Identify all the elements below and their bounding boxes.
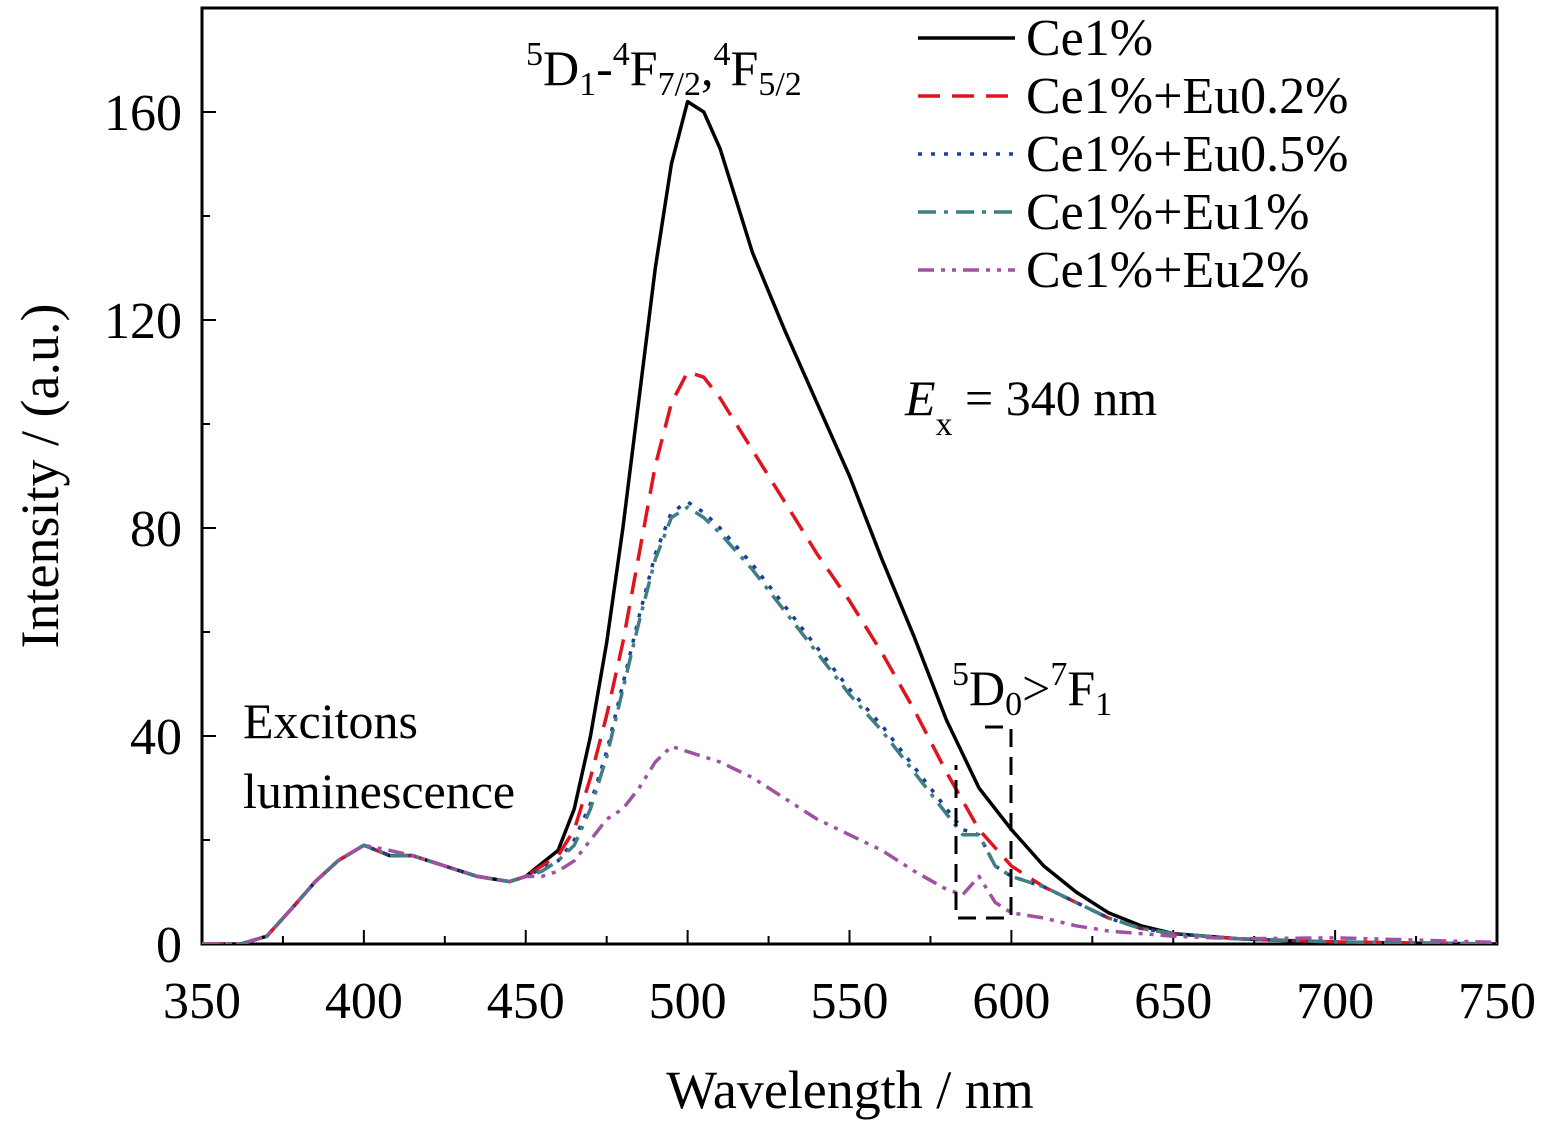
excitons-annotation-line2: luminescence <box>243 763 515 819</box>
series-line-1 <box>202 99 1497 944</box>
series-line-3 <box>202 500 1497 944</box>
y-tick-label: 0 <box>156 917 182 974</box>
legend-label: Ce1%+Eu1% <box>1026 184 1310 241</box>
series-line-5 <box>202 744 1497 944</box>
series-line-4 <box>202 505 1497 944</box>
legend-label: Ce1% <box>1026 10 1153 67</box>
legend-label: Ce1%+Eu0.2% <box>1026 68 1349 125</box>
x-axis-label: Wavelength / nm <box>666 1060 1034 1120</box>
x-tick-label: 350 <box>163 973 241 1030</box>
legend-label: Ce1%+Eu0.5% <box>1026 126 1349 183</box>
x-tick-label: 600 <box>972 973 1050 1030</box>
x-tick-label: 700 <box>1296 973 1374 1030</box>
x-tick-label: 450 <box>487 973 565 1030</box>
legend: Ce1%Ce1%+Eu0.2%Ce1%+Eu0.5%Ce1%+Eu1%Ce1%+… <box>918 10 1349 299</box>
series-line-2 <box>202 370 1497 944</box>
eu-region-box <box>954 725 1013 920</box>
y-tick-label: 40 <box>130 709 182 766</box>
y-tick-label: 80 <box>130 501 182 558</box>
y-axis-label: Intensity / (a.u.) <box>10 304 70 649</box>
x-tick-labels: 350 400 450 500 550 600 650 700 750 <box>163 973 1536 1030</box>
series-lines <box>202 99 1497 944</box>
y-tick-label: 120 <box>104 293 182 350</box>
y-tick-label: 160 <box>104 85 182 142</box>
x-tick-label: 400 <box>325 973 403 1030</box>
x-tick-label: 550 <box>811 973 889 1030</box>
transition-main-annotation: 5D1-4F7/2,4F5/2 <box>526 36 802 103</box>
transition-eu-annotation: 5D0>7F1 <box>952 656 1112 723</box>
excitons-annotation-line1: Excitons <box>243 693 418 749</box>
x-tick-label: 650 <box>1134 973 1212 1030</box>
y-tick-labels: 0 40 80 120 160 <box>104 85 182 974</box>
excitation-annotation: Ex = 340 nm <box>904 370 1157 443</box>
x-tick-label: 500 <box>649 973 727 1030</box>
legend-label: Ce1%+Eu2% <box>1026 242 1310 299</box>
x-tick-label: 750 <box>1458 973 1536 1030</box>
